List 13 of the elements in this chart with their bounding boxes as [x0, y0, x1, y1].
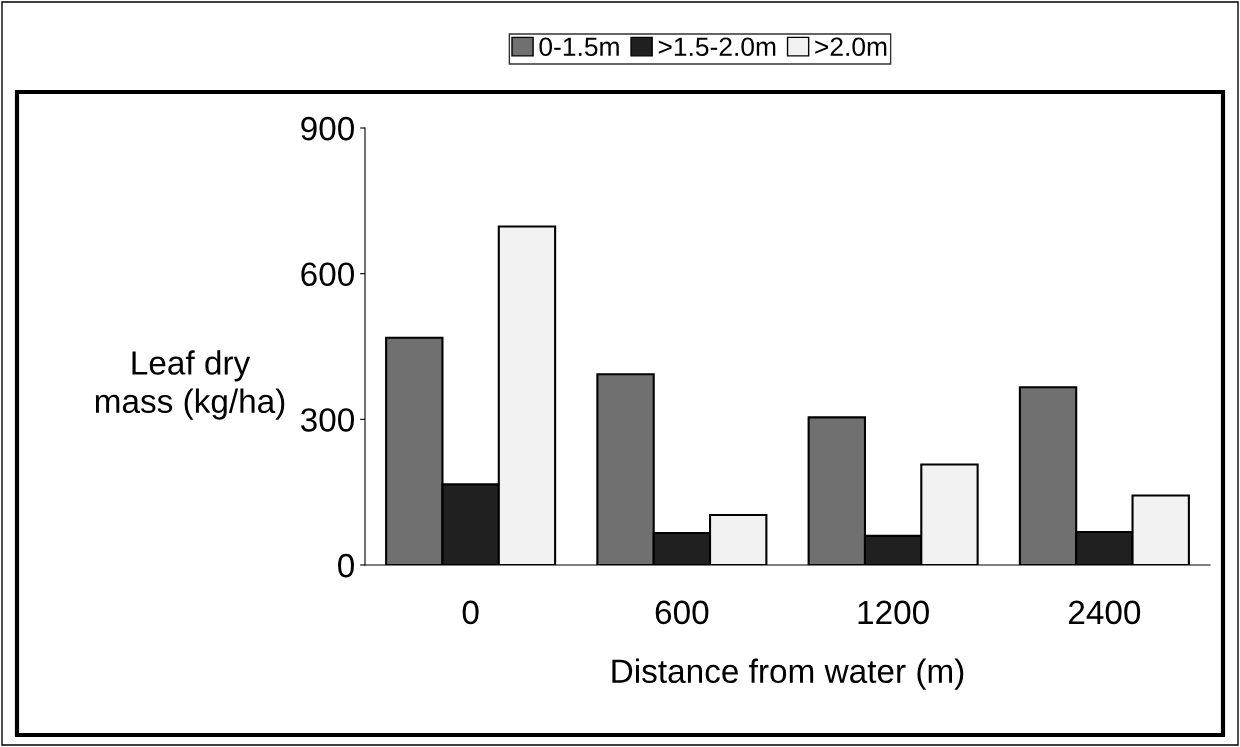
y-tick-label: 900: [301, 116, 354, 141]
x-tick-label: 600: [655, 600, 709, 625]
x-tick-label: 2400: [1068, 600, 1141, 625]
y-tick-label: 0: [338, 553, 354, 578]
y-tick-label: 600: [301, 262, 354, 287]
legend-label: 0-1.5m: [539, 37, 619, 57]
legend-label: >2.0m: [815, 37, 887, 57]
x-tick-label: 1200: [858, 600, 929, 625]
y-axis-title: Leaf dry mass (kg/ha): [95, 350, 285, 420]
legend-label: >1.5-2.0m: [658, 37, 776, 57]
x-tick-label: 0: [462, 600, 479, 625]
y-tick-label: 300: [300, 408, 354, 432]
x-axis-title: Distance from water (m): [612, 658, 964, 690]
